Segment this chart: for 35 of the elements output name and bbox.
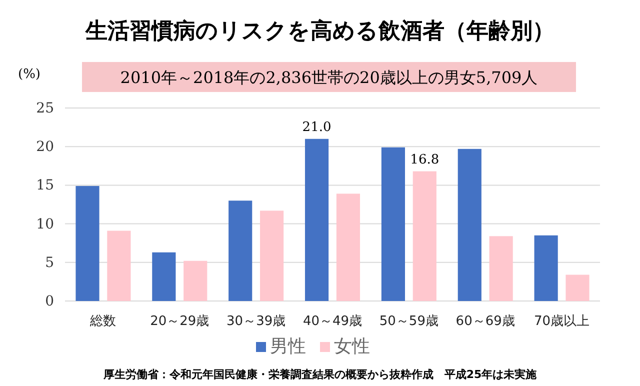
chart-title: 生活習慣病のリスクを高める飲酒者（年齢別） [84, 18, 554, 44]
y-tick-label: 0 [45, 293, 54, 310]
x-tick-label: 70歳以上 [534, 314, 590, 329]
bar [107, 230, 131, 301]
bar [184, 260, 208, 301]
x-tick-label: 40～49歳 [302, 314, 362, 329]
bar [152, 252, 176, 301]
bar [534, 235, 558, 301]
chart-subtitle: 2010年～2018年の2,836世帯の20歳以上の男女5,709人 [120, 68, 538, 87]
text: 厚生労働省：令和元年国民健康・栄養調査結果の概要から抜粋作成 平成25年は未実施 [102, 368, 538, 381]
bar [489, 236, 513, 301]
legend-label: 男性 [270, 336, 306, 357]
y-tick-label: 15 [36, 178, 54, 194]
bar [412, 171, 436, 301]
y-tick-label: 5 [45, 254, 54, 271]
y-tick-label: 10 [36, 216, 54, 232]
bar [336, 194, 360, 301]
bar [304, 138, 329, 301]
x-tick-label: 20～29歳 [150, 314, 210, 329]
bar [458, 148, 482, 301]
bar [76, 186, 100, 301]
bar [228, 200, 252, 301]
x-tick-label: 30～39歳 [226, 314, 286, 329]
bar [260, 210, 284, 301]
y-tick-label: 25 [36, 100, 54, 116]
data-label: 16.8 [410, 152, 440, 168]
x-tick-label: 50～59歳 [379, 314, 438, 329]
x-tick-label: 総数 [89, 314, 116, 329]
x-tick-label: 60～69歳 [456, 314, 515, 329]
legend-label: 女性 [334, 336, 370, 357]
y-tick-label: 20 [36, 139, 54, 156]
y-axis-title: (%) [18, 67, 40, 82]
bar [566, 274, 590, 301]
data-label: 21.0 [302, 120, 332, 135]
bar [381, 147, 405, 301]
